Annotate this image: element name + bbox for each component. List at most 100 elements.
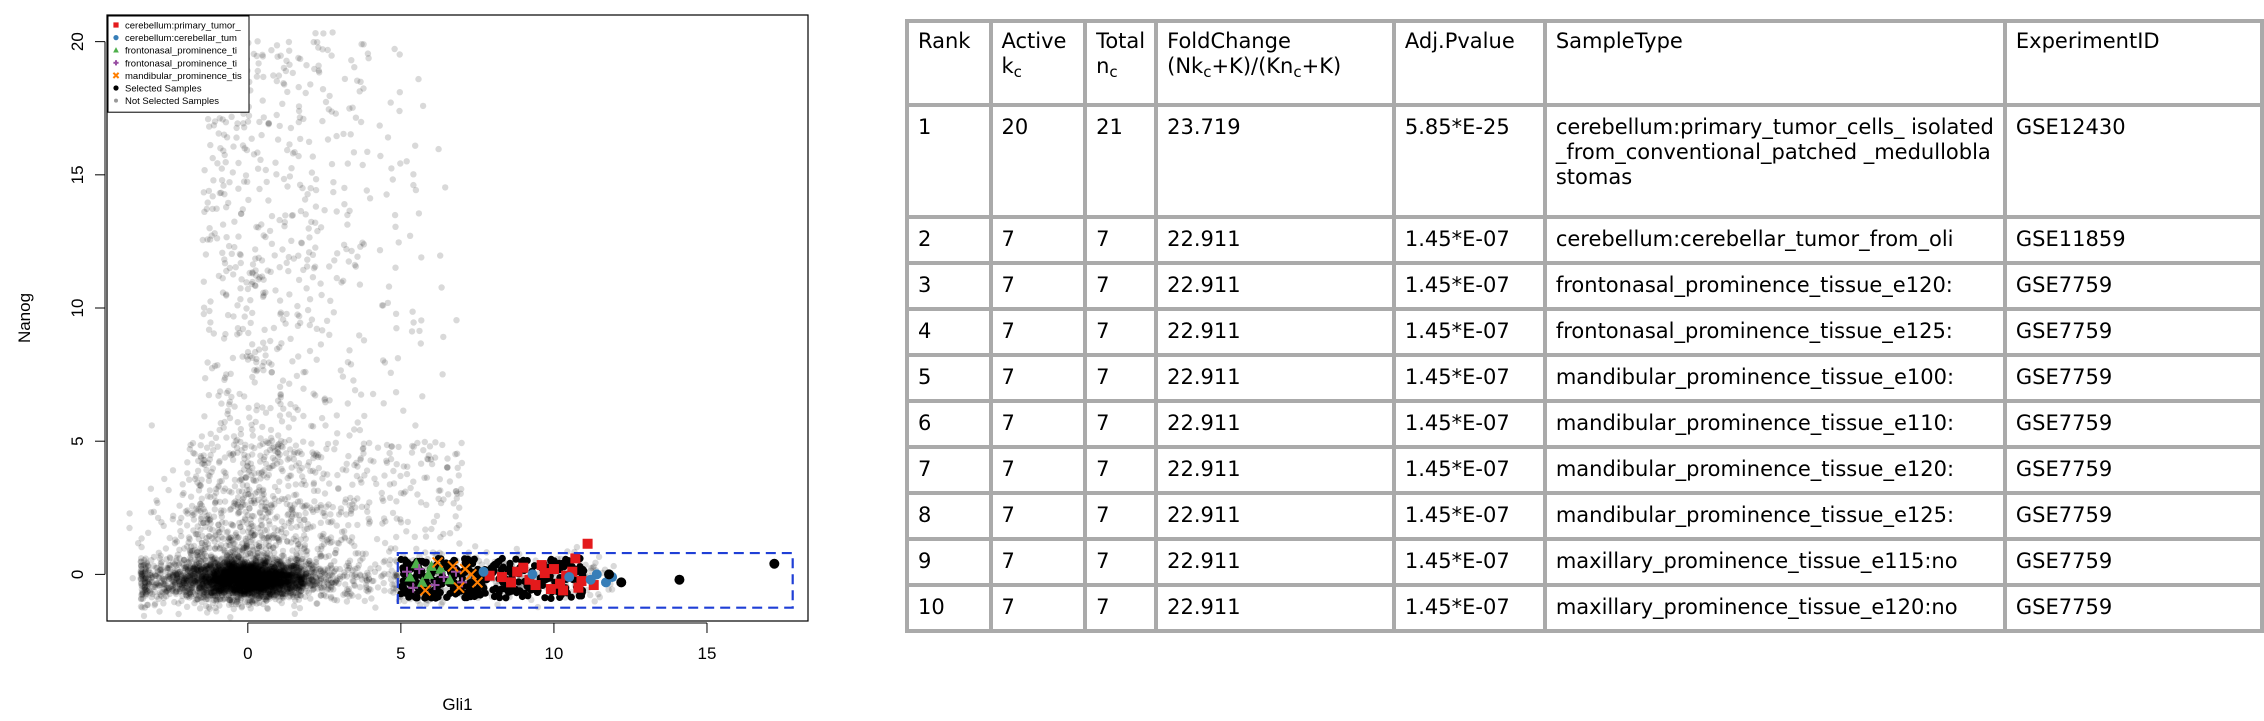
background-point bbox=[272, 574, 280, 581]
background-point bbox=[364, 569, 371, 576]
background-point bbox=[295, 567, 302, 574]
background-point bbox=[284, 572, 291, 579]
background-point bbox=[223, 434, 230, 441]
background-point bbox=[212, 577, 219, 584]
background-point bbox=[201, 568, 209, 576]
background-point bbox=[237, 431, 245, 438]
background-point bbox=[240, 582, 247, 589]
background-point bbox=[210, 330, 217, 337]
background-point bbox=[229, 558, 237, 566]
background-point bbox=[245, 572, 253, 579]
background-point bbox=[202, 375, 209, 382]
background-point bbox=[227, 569, 234, 576]
background-point bbox=[272, 595, 279, 603]
background-point bbox=[294, 591, 302, 598]
background-point bbox=[257, 590, 265, 597]
background-point bbox=[280, 570, 287, 577]
background-point bbox=[213, 579, 220, 587]
background-point bbox=[418, 317, 425, 324]
background-point bbox=[253, 584, 261, 592]
background-point bbox=[317, 575, 325, 582]
background-point bbox=[255, 254, 262, 261]
background-point bbox=[354, 253, 361, 260]
background-point bbox=[235, 601, 242, 608]
background-point bbox=[275, 583, 282, 590]
background-point bbox=[275, 574, 282, 582]
background-point bbox=[285, 585, 293, 592]
background-point bbox=[361, 597, 368, 605]
background-point bbox=[238, 562, 246, 569]
background-point bbox=[274, 572, 281, 579]
background-point bbox=[248, 565, 255, 572]
background-point bbox=[260, 73, 267, 81]
background-point bbox=[244, 577, 252, 584]
background-point bbox=[314, 39, 321, 46]
background-point bbox=[341, 572, 348, 579]
background-point bbox=[251, 366, 258, 374]
background-point bbox=[268, 567, 275, 575]
background-point bbox=[237, 296, 244, 303]
background-point bbox=[272, 586, 280, 593]
background-point bbox=[357, 78, 364, 86]
background-point bbox=[221, 561, 228, 569]
background-point bbox=[274, 582, 281, 589]
background-point bbox=[255, 581, 262, 589]
background-point bbox=[241, 313, 248, 320]
background-point bbox=[205, 603, 213, 611]
background-point bbox=[251, 566, 258, 573]
background-point bbox=[141, 561, 148, 568]
background-point bbox=[248, 586, 255, 594]
background-point bbox=[369, 390, 377, 398]
background-point bbox=[257, 571, 264, 578]
background-point bbox=[226, 579, 233, 586]
background-point bbox=[255, 578, 262, 586]
background-point bbox=[250, 576, 257, 583]
background-point bbox=[230, 571, 237, 578]
background-point bbox=[247, 578, 254, 585]
background-point bbox=[196, 563, 203, 570]
background-point bbox=[268, 47, 275, 54]
background-point bbox=[237, 469, 244, 477]
background-point bbox=[346, 347, 353, 354]
background-point bbox=[239, 576, 246, 584]
background-point bbox=[207, 562, 215, 569]
background-point bbox=[250, 577, 258, 584]
background-point bbox=[226, 558, 233, 566]
background-point bbox=[276, 264, 283, 271]
background-point bbox=[239, 588, 247, 595]
background-point bbox=[274, 568, 282, 576]
background-point bbox=[328, 160, 336, 168]
background-point bbox=[169, 467, 177, 474]
background-point bbox=[148, 590, 156, 598]
background-point bbox=[249, 432, 257, 439]
background-point bbox=[233, 580, 241, 587]
background-point bbox=[268, 212, 276, 220]
background-point bbox=[256, 580, 263, 587]
background-point bbox=[262, 583, 270, 590]
background-point bbox=[234, 570, 242, 577]
background-point bbox=[234, 586, 241, 593]
background-point bbox=[215, 587, 223, 594]
background-point bbox=[229, 574, 236, 582]
background-point bbox=[249, 572, 256, 580]
background-point bbox=[270, 593, 278, 600]
background-point bbox=[238, 560, 245, 567]
background-point bbox=[257, 592, 264, 600]
background-point bbox=[262, 554, 270, 561]
background-point bbox=[289, 569, 297, 576]
background-point bbox=[218, 580, 225, 587]
background-point bbox=[272, 579, 279, 586]
background-point bbox=[268, 572, 275, 579]
background-point bbox=[289, 358, 296, 365]
background-point bbox=[372, 604, 379, 611]
background-point bbox=[269, 578, 277, 586]
background-point bbox=[256, 582, 264, 590]
background-point bbox=[239, 580, 246, 587]
background-point bbox=[230, 313, 237, 320]
background-point bbox=[251, 577, 258, 585]
background-point bbox=[201, 413, 208, 420]
background-point bbox=[255, 60, 262, 67]
background-point bbox=[263, 571, 270, 578]
background-point bbox=[379, 302, 387, 309]
background-point bbox=[264, 267, 271, 274]
